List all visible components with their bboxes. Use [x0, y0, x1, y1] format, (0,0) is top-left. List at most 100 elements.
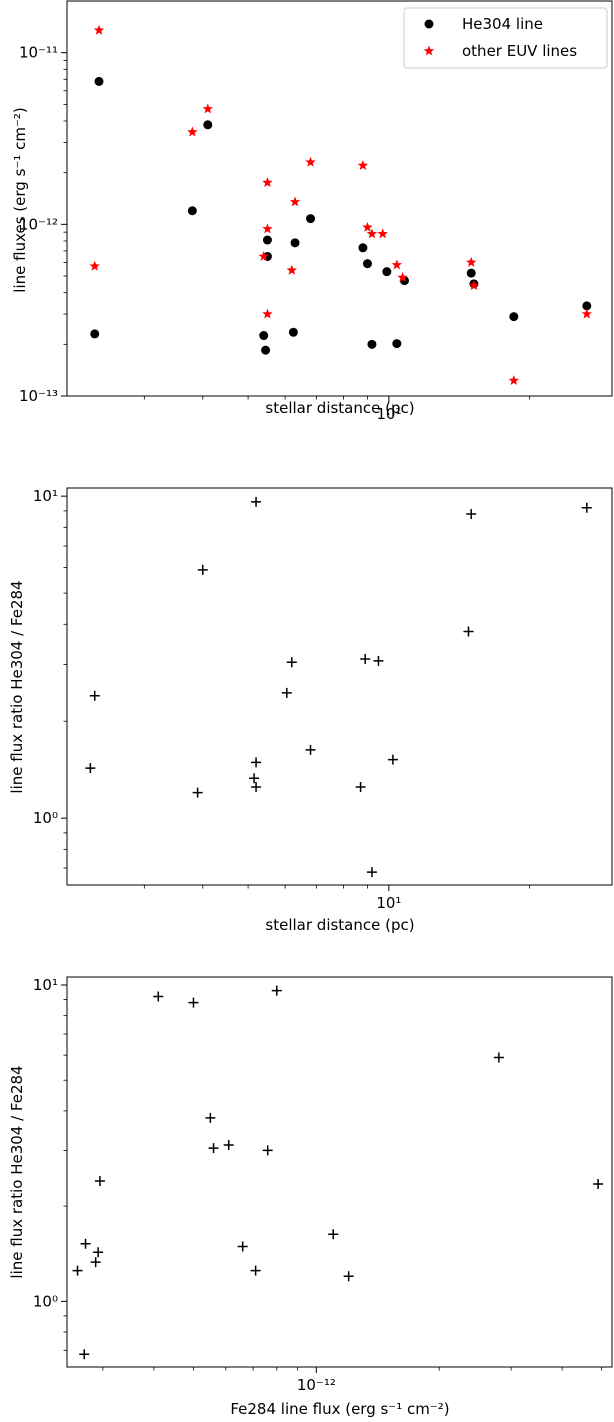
point-euv	[468, 280, 480, 290]
point-he304	[290, 238, 300, 248]
point-he304	[306, 214, 316, 224]
point-ratio	[223, 1140, 234, 1151]
point-euv	[187, 126, 198, 137]
x-tick-label: 10⁻¹²	[297, 1376, 336, 1394]
point-euv	[377, 228, 388, 239]
y-axis-label: line fluxes (erg s⁻¹ cm⁻²)	[11, 107, 29, 292]
point-ratio	[237, 1241, 248, 1252]
point-ratio	[343, 1271, 354, 1282]
point-euv	[262, 223, 273, 234]
data-marks	[89, 24, 593, 386]
point-ratio	[251, 757, 262, 768]
point-ratio	[153, 991, 164, 1002]
y-tick-label: 10¹	[33, 487, 58, 505]
chart-panel-1: 10¹ 10⁻¹³ 10⁻¹² 10⁻¹¹ stellar distance (pc)…	[11, 0, 613, 423]
data-marks	[85, 496, 592, 878]
x-tick-label: 10¹	[376, 894, 401, 912]
point-ratio	[360, 654, 371, 665]
point-he304	[90, 329, 100, 339]
axis-ticks: 10¹ 10⁰ 10¹	[33, 487, 531, 912]
point-ratio	[93, 1247, 104, 1258]
point-euv	[262, 177, 273, 188]
point-ratio	[373, 655, 384, 666]
point-ratio	[90, 1257, 101, 1268]
legend-label-euv: other EUV lines	[462, 42, 577, 60]
point-ratio	[281, 687, 292, 698]
point-he304	[288, 327, 298, 337]
point-euv	[286, 264, 298, 275]
legend-marker-euv	[423, 45, 435, 56]
point-ratio	[466, 509, 477, 520]
point-euv	[262, 308, 273, 319]
point-he304	[187, 206, 197, 216]
point-ratio	[72, 1265, 83, 1276]
point-euv	[397, 272, 408, 282]
point-he304	[362, 259, 372, 269]
point-ratio	[192, 787, 203, 798]
point-euv	[289, 196, 301, 207]
point-ratio	[94, 1176, 105, 1187]
chart-panel-2: 10¹ 10⁰ 10¹ stellar distance (pc) line flu…	[8, 487, 613, 934]
y-tick-label: 10⁰	[33, 1292, 58, 1310]
y-tick-label: 10¹	[33, 976, 58, 994]
point-he304	[203, 120, 213, 130]
point-he304	[582, 301, 592, 311]
point-ratio	[79, 1349, 90, 1360]
x-tick-label: 10¹	[376, 405, 401, 423]
point-ratio	[188, 997, 199, 1008]
point-he304	[94, 76, 104, 86]
point-he304	[466, 268, 476, 278]
point-ratio	[205, 1112, 216, 1123]
point-he304	[392, 339, 402, 349]
point-ratio	[208, 1143, 219, 1154]
point-ratio	[463, 626, 474, 637]
point-ratio	[89, 690, 100, 701]
point-ratio	[328, 1229, 339, 1240]
y-tick-label: 10⁻¹²	[19, 215, 58, 233]
legend-label-he304: He304 line	[462, 15, 543, 33]
point-euv	[305, 156, 316, 167]
point-euv	[508, 375, 520, 386]
point-ratio	[262, 1145, 273, 1156]
y-tick-label: 10⁻¹³	[19, 387, 58, 405]
point-euv	[258, 250, 269, 261]
point-ratio	[305, 744, 316, 755]
point-ratio	[493, 1052, 504, 1063]
x-axis-label: Fe284 line flux (erg s⁻¹ cm⁻²)	[230, 1400, 449, 1418]
legend-marker-he304	[424, 19, 434, 29]
chart-panel-3: 10⁻¹² 10⁰ 10¹ Fe284 line flux (erg s⁻¹ cm⁻…	[8, 976, 613, 1418]
point-ratio	[250, 1265, 261, 1276]
y-tick-label: 10⁻¹¹	[19, 44, 58, 62]
point-euv	[89, 260, 100, 271]
point-euv	[581, 308, 593, 319]
point-ratio	[271, 985, 282, 996]
plot-area	[66, 976, 613, 1368]
point-euv	[202, 103, 214, 114]
point-ratio	[355, 781, 366, 792]
point-ratio	[251, 496, 262, 507]
point-ratio	[249, 773, 260, 784]
x-axis-label: stellar distance (pc)	[265, 399, 414, 417]
x-axis-label: stellar distance (pc)	[265, 916, 414, 934]
point-ratio	[593, 1178, 604, 1189]
point-ratio	[80, 1238, 91, 1249]
y-axis-label: line flux ratio He304 / Fe284	[8, 580, 26, 793]
point-he304	[382, 267, 392, 277]
plot-area	[66, 487, 613, 886]
point-he304	[358, 243, 368, 253]
point-euv	[93, 24, 105, 35]
point-he304	[262, 235, 272, 245]
point-he304	[261, 345, 271, 355]
point-ratio	[85, 763, 96, 774]
axis-ticks: 10⁻¹² 10⁰ 10¹	[33, 976, 603, 1394]
point-ratio	[581, 502, 592, 513]
point-ratio	[366, 867, 377, 878]
y-tick-label: 10⁰	[33, 809, 58, 827]
legend-frame	[403, 7, 608, 69]
axis-ticks: 10¹ 10⁻¹³ 10⁻¹² 10⁻¹¹	[19, 44, 531, 423]
point-euv	[362, 221, 373, 232]
point-euv	[465, 256, 477, 267]
point-ratio	[251, 781, 262, 792]
y-axis-label: line flux ratio He304 / Fe284	[8, 1065, 26, 1278]
